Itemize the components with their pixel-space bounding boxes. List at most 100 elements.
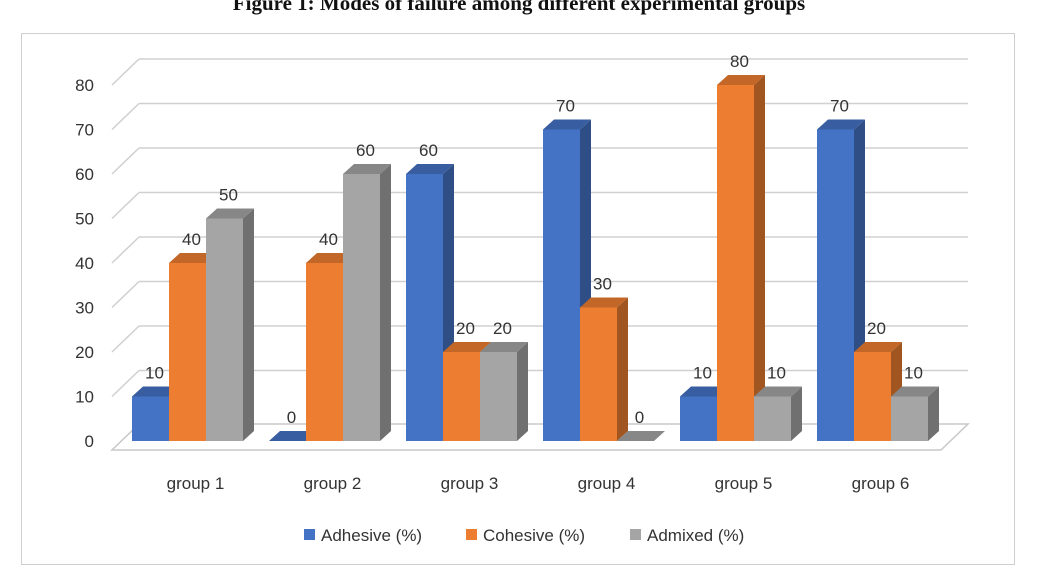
bar-side xyxy=(243,208,254,441)
legend-label: Adhesive (%) xyxy=(321,526,422,545)
bar-front xyxy=(817,129,854,441)
y-tick-label: 30 xyxy=(75,299,94,318)
bar-side xyxy=(928,386,939,441)
bar-top xyxy=(306,253,354,263)
bar-front xyxy=(854,352,891,441)
bar-top xyxy=(543,119,591,130)
data-label: 60 xyxy=(419,141,438,160)
y-tick-label: 0 xyxy=(85,432,94,451)
bar-top xyxy=(443,342,491,352)
y-tick-label: 10 xyxy=(75,388,94,407)
bar-side xyxy=(617,297,628,441)
bar-side xyxy=(517,342,528,441)
data-label: 40 xyxy=(182,230,201,249)
bar-top xyxy=(754,386,802,397)
data-label: 0 xyxy=(635,408,644,427)
legend-label: Admixed (%) xyxy=(647,526,744,545)
bar-top xyxy=(132,386,180,397)
bar-top xyxy=(169,253,217,263)
data-label: 70 xyxy=(556,97,575,116)
x-tick-label: group 4 xyxy=(578,474,636,493)
bar-top xyxy=(406,164,454,174)
bar-front xyxy=(443,352,480,441)
legend-entry: Cohesive (%) xyxy=(466,526,585,545)
gridline xyxy=(111,58,140,86)
bar-front xyxy=(717,85,754,441)
data-label: 20 xyxy=(493,319,512,338)
bar-side xyxy=(791,386,802,441)
legend-entry: Admixed (%) xyxy=(630,526,744,545)
y-axis: 0 10 20 30 40 50 60 70 80 xyxy=(75,76,94,451)
data-label: 10 xyxy=(767,364,786,383)
data-label: 30 xyxy=(593,275,612,294)
bar-side xyxy=(380,164,391,441)
data-labels: 10 40 50 0 40 60 60 20 20 70 30 0 10 80 10 70 20 10 xyxy=(145,52,923,427)
legend: Adhesive (%) Cohesive (%) Admixed (%) xyxy=(304,526,744,545)
bar-front xyxy=(580,307,617,441)
data-label: 70 xyxy=(830,97,849,116)
gridline xyxy=(111,147,140,175)
bar xyxy=(343,164,391,441)
legend-entry: Adhesive (%) xyxy=(304,526,422,545)
gridline xyxy=(111,236,140,264)
chart-frame: 0 10 20 30 40 50 60 70 80 10 40 50 0 40 60 60 20 20 70 30 0… xyxy=(21,33,1015,565)
gridline xyxy=(111,280,140,309)
bar-side xyxy=(754,75,765,441)
bar-top xyxy=(580,297,628,308)
data-label: 10 xyxy=(904,364,923,383)
y-tick-label: 80 xyxy=(75,76,94,95)
bar-top xyxy=(891,386,939,397)
bar-top xyxy=(480,342,528,352)
y-tick-label: 50 xyxy=(75,210,94,229)
bar-front xyxy=(754,396,791,441)
bar-top xyxy=(854,342,902,352)
bar-top xyxy=(343,164,391,174)
x-tick-label: group 6 xyxy=(852,474,910,493)
bar xyxy=(891,386,939,441)
bar-top xyxy=(680,386,728,397)
bar-top xyxy=(206,208,254,219)
bar-front xyxy=(343,174,380,441)
bar xyxy=(269,431,317,441)
legend-swatch xyxy=(304,529,315,540)
bars xyxy=(132,75,939,441)
bar-front xyxy=(680,396,717,441)
bar-front xyxy=(206,218,243,441)
bar-front xyxy=(543,129,580,441)
bar-top xyxy=(817,119,865,130)
bar xyxy=(717,75,765,441)
bar-front xyxy=(480,352,517,441)
gridline xyxy=(111,102,140,131)
legend-swatch xyxy=(466,529,477,540)
data-label: 60 xyxy=(356,141,375,160)
data-label: 20 xyxy=(456,319,475,338)
data-label: 50 xyxy=(219,186,238,205)
gridline xyxy=(111,369,140,398)
x-tick-label: group 1 xyxy=(167,474,225,493)
gridline xyxy=(111,325,140,353)
bar xyxy=(480,342,528,441)
data-label: 20 xyxy=(867,319,886,338)
bar-front xyxy=(891,396,928,441)
y-tick-label: 20 xyxy=(75,343,94,362)
x-tick-label: group 3 xyxy=(441,474,499,493)
x-tick-label: group 5 xyxy=(715,474,773,493)
bar-front xyxy=(132,396,169,441)
bar-top xyxy=(717,75,765,85)
data-label: 80 xyxy=(730,52,749,71)
legend-label: Cohesive (%) xyxy=(483,526,585,545)
x-tick-label: group 2 xyxy=(304,474,362,493)
y-tick-label: 60 xyxy=(75,165,94,184)
bar-front xyxy=(306,263,343,441)
x-axis: group 1 group 2 group 3 group 4 group 5 group… xyxy=(167,474,910,493)
legend-swatch xyxy=(630,529,641,540)
bar-front xyxy=(406,174,443,441)
bar xyxy=(617,431,665,441)
bar xyxy=(580,297,628,441)
bar-top xyxy=(269,431,317,441)
bar xyxy=(206,208,254,441)
y-tick-label: 40 xyxy=(75,254,94,273)
figure-title: Figure 1: Modes of failure among differe… xyxy=(232,0,806,15)
data-label: 10 xyxy=(693,364,712,383)
